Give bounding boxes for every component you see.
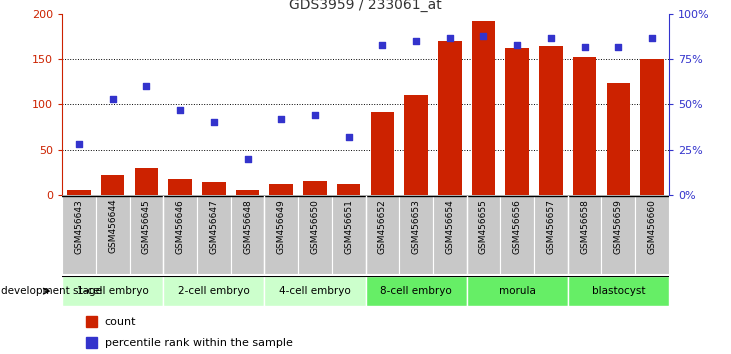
Point [343, 134, 355, 140]
Bar [163, 276, 265, 306]
Title: GDS3959 / 233061_at: GDS3959 / 233061_at [289, 0, 442, 12]
Text: 4-cell embryo: 4-cell embryo [279, 286, 351, 296]
Point [545, 35, 557, 40]
Bar [235, 190, 260, 195]
Bar [67, 190, 91, 195]
Point [613, 44, 624, 50]
Bar [366, 196, 399, 274]
Text: development stage: development stage [1, 286, 102, 296]
Text: GSM456653: GSM456653 [412, 199, 420, 254]
Point [410, 38, 422, 44]
Point [140, 84, 152, 89]
Bar [86, 316, 97, 327]
Text: GSM456657: GSM456657 [546, 199, 556, 254]
Bar [202, 182, 226, 195]
Bar [168, 179, 192, 195]
Text: GSM456660: GSM456660 [648, 199, 656, 254]
Text: GSM456647: GSM456647 [209, 199, 219, 253]
Bar [337, 184, 360, 195]
Point [73, 141, 85, 147]
Bar [640, 59, 664, 195]
Bar [270, 184, 293, 195]
Bar [534, 196, 568, 274]
Bar [500, 196, 534, 274]
Text: 2-cell embryo: 2-cell embryo [178, 286, 250, 296]
Bar [471, 21, 496, 195]
Text: GSM456659: GSM456659 [614, 199, 623, 254]
Text: GSM456648: GSM456648 [243, 199, 252, 253]
Bar [197, 196, 231, 274]
Text: count: count [105, 317, 136, 327]
Text: GSM456645: GSM456645 [142, 199, 151, 253]
Bar [303, 181, 327, 195]
Point [444, 35, 455, 40]
Point [477, 33, 489, 39]
Text: 8-cell embryo: 8-cell embryo [380, 286, 452, 296]
Text: GSM456651: GSM456651 [344, 199, 353, 254]
Bar [265, 276, 366, 306]
Text: GSM456650: GSM456650 [311, 199, 319, 254]
Point [276, 116, 287, 122]
Bar [62, 196, 96, 274]
Bar [231, 196, 265, 274]
Point [511, 42, 523, 48]
Bar [607, 83, 630, 195]
Text: GSM456646: GSM456646 [175, 199, 185, 253]
Bar [602, 196, 635, 274]
Bar [135, 168, 158, 195]
Text: blastocyst: blastocyst [591, 286, 645, 296]
Text: GSM456655: GSM456655 [479, 199, 488, 254]
Text: GSM456649: GSM456649 [277, 199, 286, 253]
Bar [366, 276, 466, 306]
Bar [163, 196, 197, 274]
Point [646, 35, 658, 40]
Text: 1-cell embryo: 1-cell embryo [77, 286, 148, 296]
Bar [101, 175, 124, 195]
Bar [438, 41, 461, 195]
Bar [539, 46, 563, 195]
Bar [332, 196, 366, 274]
Bar [635, 196, 669, 274]
Point [174, 107, 186, 113]
Text: morula: morula [499, 286, 536, 296]
Bar [568, 196, 602, 274]
Bar [399, 196, 433, 274]
Point [309, 113, 321, 118]
Point [242, 156, 254, 161]
Point [579, 44, 591, 50]
Bar [404, 96, 428, 195]
Text: GSM456644: GSM456644 [108, 199, 117, 253]
Point [376, 42, 388, 48]
Bar [466, 276, 568, 306]
Bar [265, 196, 298, 274]
Bar [466, 196, 500, 274]
Text: GSM456658: GSM456658 [580, 199, 589, 254]
Text: GSM456656: GSM456656 [512, 199, 522, 254]
Text: percentile rank within the sample: percentile rank within the sample [105, 338, 292, 348]
Bar [129, 196, 163, 274]
Text: GSM456654: GSM456654 [445, 199, 454, 253]
Point [107, 96, 118, 102]
Bar [96, 196, 129, 274]
Bar [505, 47, 529, 195]
Bar [371, 112, 394, 195]
Bar [62, 276, 163, 306]
Text: GSM456643: GSM456643 [75, 199, 83, 253]
Bar [568, 276, 669, 306]
Bar [298, 196, 332, 274]
Text: GSM456652: GSM456652 [378, 199, 387, 253]
Bar [433, 196, 466, 274]
Bar [86, 337, 97, 348]
Bar [573, 57, 596, 195]
Point [208, 120, 219, 125]
